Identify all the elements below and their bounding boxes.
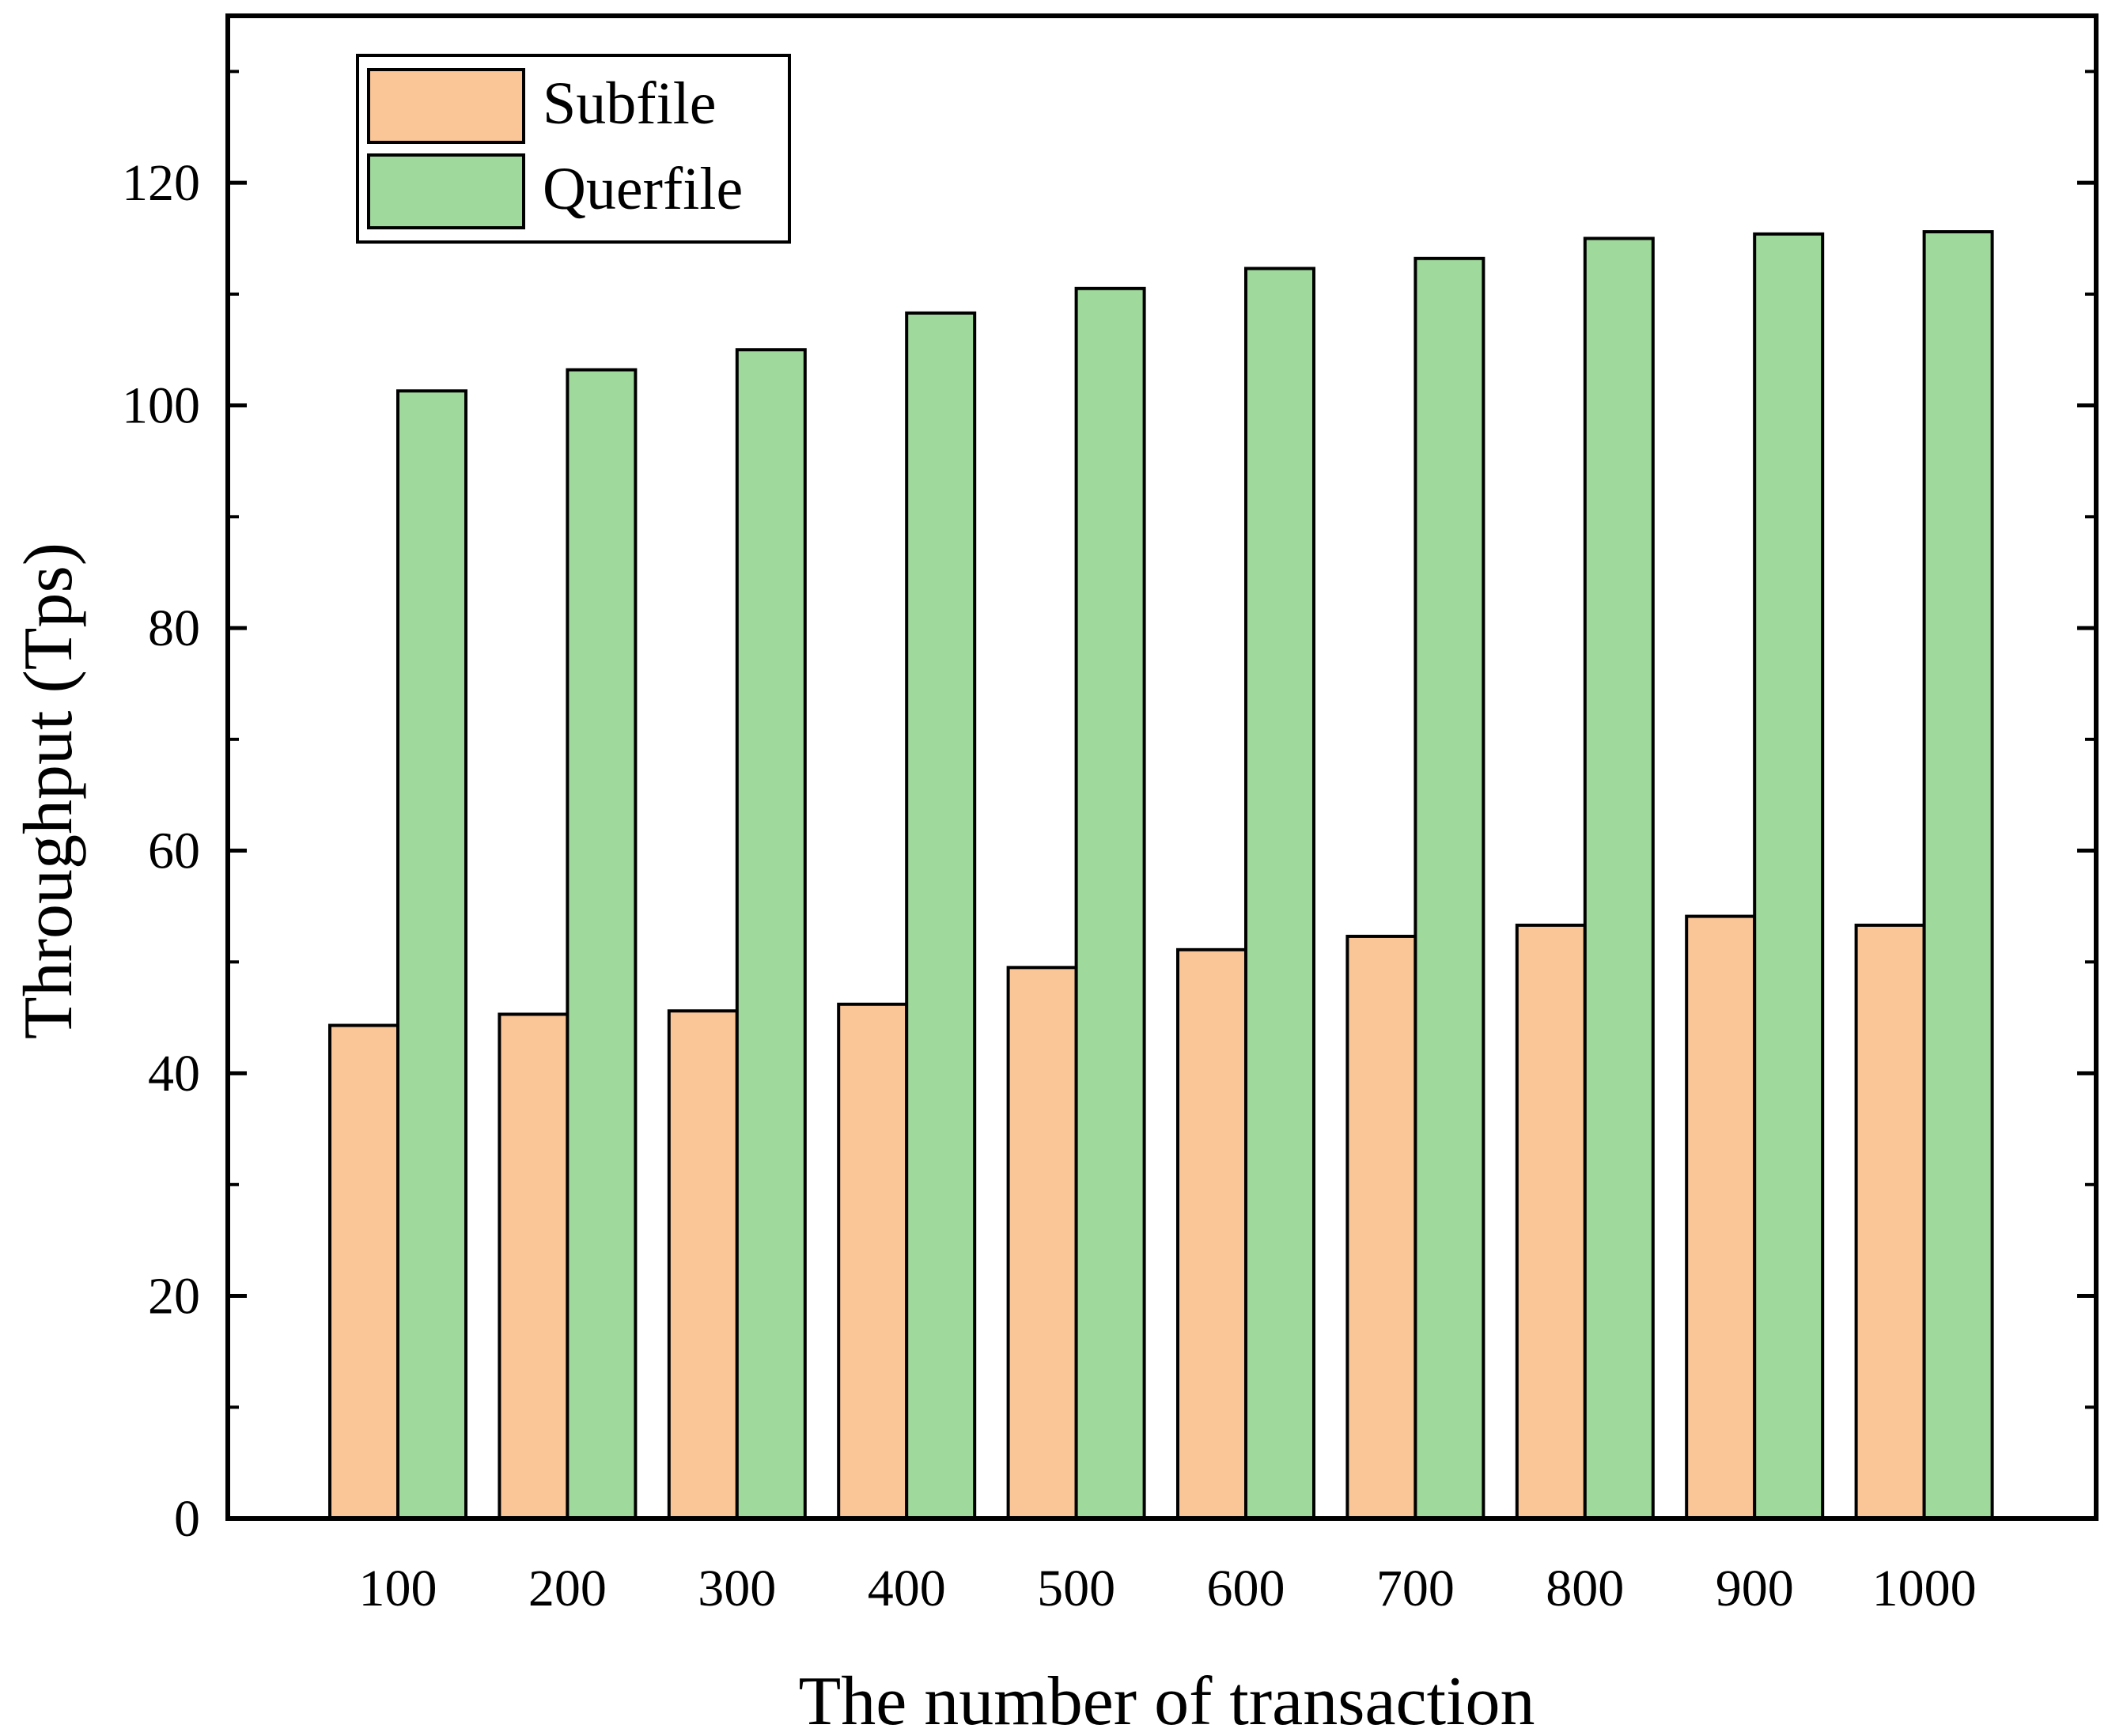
axes-group: 100 200 300 400 500 600 700 800 900 1000 0 20 40 60 80… [122, 13, 2099, 1617]
x-tick-label: 400 [868, 1560, 946, 1617]
bar-subfile-800 [1515, 923, 1587, 1520]
x-tick-label: 600 [1207, 1560, 1285, 1617]
y-tick-label: 20 [148, 1268, 200, 1326]
x-axis-title: The number of transaction [798, 1663, 1535, 1736]
plot-frame [225, 13, 2099, 1521]
bar-querfile-400 [905, 311, 977, 1520]
bar-subfile-200 [498, 1012, 570, 1520]
x-tick-label: 700 [1376, 1560, 1455, 1617]
y-axis-title: Throughput (Tps) [10, 543, 87, 1039]
bar-subfile-300 [667, 1009, 739, 1520]
bar-querfile-300 [735, 348, 807, 1521]
legend-swatch-subfile [367, 68, 525, 144]
y-tick-label: 80 [148, 599, 200, 657]
bar-subfile-1000 [1854, 923, 1926, 1520]
bar-subfile-400 [837, 1002, 909, 1521]
bar-subfile-700 [1345, 934, 1417, 1520]
legend-label-subfile: Subfile [543, 70, 717, 137]
bar-querfile-600 [1244, 267, 1315, 1521]
bar-querfile-100 [396, 389, 467, 1521]
x-tick-label: 1000 [1872, 1560, 1977, 1617]
x-tick-label: 300 [698, 1560, 776, 1617]
bar-querfile-200 [566, 368, 638, 1520]
x-tick-label: 500 [1037, 1560, 1115, 1617]
y-tick-label: 120 [122, 154, 200, 212]
x-tick-label: 800 [1546, 1560, 1624, 1617]
legend-swatch-querfile [367, 153, 525, 229]
bar-subfile-100 [328, 1023, 399, 1521]
bar-querfile-900 [1753, 232, 1825, 1521]
bar-subfile-600 [1176, 947, 1247, 1520]
x-tick-label: 200 [528, 1560, 607, 1617]
bar-querfile-500 [1074, 286, 1146, 1520]
y-tick-label: 60 [148, 823, 200, 880]
bar-subfile-500 [1006, 966, 1078, 1521]
bar-querfile-1000 [1922, 230, 1994, 1521]
bar-subfile-900 [1685, 914, 1757, 1521]
y-tick-label: 0 [174, 1490, 200, 1548]
bars-group [328, 230, 1994, 1521]
legend-label-querfile: Querfile [543, 156, 743, 222]
x-tick-label: 900 [1716, 1560, 1794, 1617]
legend: Subfile Querfile [356, 54, 791, 244]
bar-querfile-700 [1414, 256, 1485, 1520]
y-tick-label: 40 [148, 1045, 200, 1102]
bar-querfile-800 [1583, 236, 1655, 1521]
x-tick-label: 100 [359, 1560, 437, 1617]
y-tick-label: 100 [122, 377, 200, 435]
